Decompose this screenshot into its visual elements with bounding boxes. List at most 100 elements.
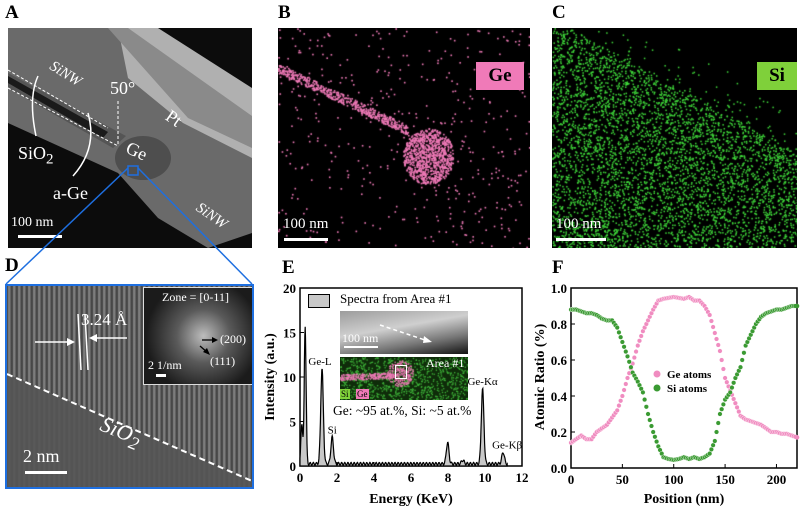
data-point-ge-atoms bbox=[722, 375, 728, 381]
y-tick-label: 0 bbox=[290, 459, 297, 474]
data-point-ge-atoms bbox=[708, 318, 714, 324]
data-point-si-atoms bbox=[719, 406, 725, 412]
data-point-si-atoms bbox=[621, 344, 627, 350]
legend-marker bbox=[653, 384, 661, 392]
x-tick-label: 12 bbox=[516, 470, 529, 485]
data-point-ge-atoms bbox=[710, 324, 716, 330]
data-point-si-atoms bbox=[737, 364, 743, 370]
data-point-ge-atoms bbox=[707, 312, 713, 318]
data-point-si-atoms bbox=[710, 442, 716, 448]
peak-label: Ge-L bbox=[308, 356, 331, 368]
data-point-si-atoms bbox=[720, 401, 726, 407]
data-point-ge-atoms bbox=[720, 366, 726, 372]
panel-label-c: C bbox=[552, 2, 566, 23]
x-tick-label: 4 bbox=[371, 470, 378, 485]
element-badge-si: Si bbox=[757, 62, 797, 90]
plot-frame bbox=[570, 287, 798, 469]
data-point-ge-atoms bbox=[736, 409, 742, 415]
legend-label: Si atoms bbox=[667, 383, 708, 395]
legend-label: Spectra from Area #1 bbox=[340, 291, 452, 306]
peak-label: Ge-Kα bbox=[467, 376, 497, 388]
scale-bar-label-b: 100 nm bbox=[283, 216, 329, 232]
y-tick-label: 0.2 bbox=[551, 425, 567, 440]
eds-inset-map: Area #1 Si Ge bbox=[340, 357, 468, 400]
label-sio2: SiO2 bbox=[18, 143, 54, 169]
data-point-ge-atoms bbox=[624, 375, 630, 381]
y-tick-label: 20 bbox=[283, 281, 296, 296]
y-tick-label: 5 bbox=[290, 415, 297, 430]
composition-text: Ge: ~95 at.%, Si: ~5 at.% bbox=[333, 403, 472, 418]
data-point-ge-atoms bbox=[715, 342, 721, 348]
map-legend-ge: Ge bbox=[356, 389, 369, 399]
data-point-si-atoms bbox=[739, 357, 745, 363]
legend-marker bbox=[653, 370, 661, 378]
data-point-si-atoms bbox=[614, 325, 620, 331]
x-tick-label: 50 bbox=[616, 472, 629, 487]
peak-label: Ge-Kβ bbox=[492, 439, 522, 451]
y-tick-label: 0.0 bbox=[551, 461, 567, 476]
data-point-si-atoms bbox=[623, 349, 629, 355]
data-point-si-atoms bbox=[642, 397, 648, 403]
map-legend-si: Si bbox=[340, 389, 350, 399]
data-point-si-atoms bbox=[717, 411, 723, 417]
data-point-si-atoms bbox=[712, 438, 718, 444]
atomic-ratio-chart: Atomic Ratio (%) Position (nm) 0 50 100 150… bbox=[533, 281, 800, 507]
label-a-ge: a-Ge bbox=[53, 183, 88, 203]
data-point-si-atoms bbox=[741, 350, 747, 356]
stem-image-a: SiNW 50° Pt SiO2 Ge a-Ge SiNW 100 nm bbox=[8, 28, 252, 248]
fft-inset: Zone = [0-11] (200) (111) 2 1/nm bbox=[143, 287, 252, 385]
data-point-ge-atoms bbox=[717, 348, 723, 354]
data-point-si-atoms bbox=[628, 364, 634, 370]
data-point-si-atoms bbox=[729, 385, 735, 391]
x-tick-label: 2 bbox=[334, 470, 341, 485]
peak-label: Si bbox=[328, 424, 337, 436]
y-tick-label: 15 bbox=[283, 326, 297, 341]
data-point-si-atoms bbox=[708, 446, 714, 452]
x-tick-label: 0 bbox=[297, 470, 304, 485]
data-point-ge-atoms bbox=[724, 379, 730, 385]
eds-map-si: Si 100 nm bbox=[552, 28, 797, 248]
x-axis-label: Energy (KeV) bbox=[369, 492, 453, 507]
lattice-spacing-label: 3.24 Å bbox=[81, 310, 128, 329]
data-point-ge-atoms bbox=[618, 398, 624, 404]
panel-label-a: A bbox=[5, 2, 19, 23]
x-tick-label: 0 bbox=[568, 472, 575, 487]
data-point-ge-atoms bbox=[633, 349, 639, 355]
data-point-si-atoms bbox=[715, 420, 721, 426]
data-point-ge-atoms bbox=[732, 400, 738, 406]
scale-bar-c bbox=[556, 238, 606, 241]
data-point-si-atoms bbox=[618, 334, 624, 340]
scale-bar-label-c: 100 nm bbox=[556, 216, 602, 232]
data-point-si-atoms bbox=[714, 429, 720, 435]
data-point-ge-atoms bbox=[621, 387, 627, 393]
x-tick-label: 6 bbox=[408, 470, 415, 485]
data-point-ge-atoms bbox=[731, 396, 737, 402]
fft-label-200: (200) bbox=[220, 332, 246, 346]
eds-spectrum-chart: Intensity (a.u.) Energy (KeV) 0 2 4 6 8 10 12 0… bbox=[263, 281, 529, 507]
data-point-si-atoms bbox=[640, 389, 646, 395]
panel-label-d: D bbox=[5, 255, 19, 276]
fft-label-111: (111) bbox=[210, 354, 236, 368]
x-tick-label: 8 bbox=[445, 470, 452, 485]
si-dot-map bbox=[552, 28, 797, 248]
legend-label: Ge atoms bbox=[667, 369, 712, 381]
element-badge-ge: Ge bbox=[476, 62, 524, 90]
data-point-ge-atoms bbox=[616, 403, 622, 409]
data-point-ge-atoms bbox=[719, 357, 725, 363]
x-tick-label: 100 bbox=[664, 472, 684, 487]
fft-scale-label: 2 1/nm bbox=[148, 358, 182, 372]
data-point-ge-atoms bbox=[635, 343, 641, 349]
fft-arrows bbox=[156, 337, 218, 377]
fft-zone-label: Zone = [0-11] bbox=[162, 290, 229, 304]
x-tick-label: 200 bbox=[767, 472, 787, 487]
x-axis-label: Position (nm) bbox=[644, 492, 725, 507]
data-point-ge-atoms bbox=[623, 381, 629, 387]
label-angle: 50° bbox=[110, 78, 136, 98]
data-point-si-atoms bbox=[624, 353, 630, 359]
inset-scan-arrow bbox=[344, 324, 432, 348]
data-point-si-atoms bbox=[619, 339, 625, 345]
y-tick-label: 0.4 bbox=[551, 389, 568, 404]
data-point-si-atoms bbox=[654, 439, 660, 445]
x-tick-label: 10 bbox=[479, 470, 492, 485]
scale-bar-label-d: 2 nm bbox=[23, 446, 60, 466]
